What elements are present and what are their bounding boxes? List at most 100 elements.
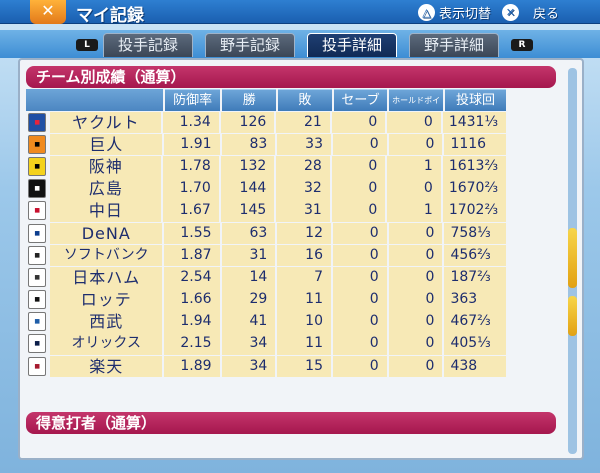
back-hint[interactable]: ✕ 戻る <box>502 3 560 22</box>
tab-fielding-detail[interactable]: 野手詳細 <box>409 33 499 57</box>
section-header-team-stats: チーム別成績（通算） <box>26 66 556 88</box>
section-header-favorite-batters[interactable]: 得意打者（通算） <box>26 412 556 434</box>
cell-hold-points: 0 <box>388 311 443 333</box>
cell-wins: 14 <box>221 266 276 289</box>
team-logo-icon: ■ <box>28 179 47 199</box>
tab-pitching-detail[interactable]: 投手詳細 <box>307 33 397 57</box>
table-row: ■ ソフトバンク 1.87 31 16 0 0 456⅔ <box>26 244 508 267</box>
cell-losses: 15 <box>277 355 331 378</box>
column-header-saves: セーブ <box>333 89 388 111</box>
table-row: ■ ロッテ 1.66 29 11 0 0 363 <box>26 289 508 311</box>
cell-losses: 28 <box>276 155 330 178</box>
toggle-display-hint[interactable]: △ 表示切替 <box>418 3 492 22</box>
cell-losses: 7 <box>277 266 331 289</box>
cell-innings: 467⅔ <box>444 311 506 333</box>
team-name: 広島 <box>50 178 162 200</box>
team-name: 巨人 <box>50 133 163 156</box>
team-logo-icon: ■ <box>28 201 47 221</box>
tools-icon: ✕ <box>30 0 66 24</box>
team-logo-icon: ■ <box>28 112 47 132</box>
team-logo-icon: ■ <box>28 156 47 176</box>
cell-wins: 34 <box>221 333 276 356</box>
cell-saves: 0 <box>333 355 387 378</box>
cell-innings: 1116 <box>444 133 506 156</box>
cell-hold-points: 0 <box>388 222 443 245</box>
cell-era: 1.34 <box>163 111 219 134</box>
team-name: DeNA <box>50 222 163 245</box>
cell-hold-points: 0 <box>388 289 443 311</box>
team-name: 日本ハム <box>50 266 163 289</box>
cell-era: 1.55 <box>164 222 220 245</box>
tab-bar: L 投手記録 野手記録 投手詳細 野手詳細 R <box>0 30 600 58</box>
table-body: ■ ヤクルト 1.34 126 21 0 0 1431⅓ ■ 巨人 1.91 83 33 0 0 1116 ■ 阪… <box>26 111 508 378</box>
cell-saves: 0 <box>333 266 387 289</box>
r-shoulder-icon[interactable]: R <box>511 39 533 51</box>
table-row: ■ 広島 1.70 144 32 0 0 1670⅔ <box>26 178 508 200</box>
cell-wins: 63 <box>221 222 276 245</box>
team-logo-icon: ■ <box>28 223 47 243</box>
toggle-display-label: 表示切替 <box>439 6 492 22</box>
cell-hold-points: 0 <box>388 355 443 378</box>
cell-innings: 363 <box>444 289 506 311</box>
cell-era: 1.67 <box>163 200 219 222</box>
cell-hold-points: 0 <box>388 333 443 356</box>
cell-innings: 438 <box>444 355 506 378</box>
column-header-era: 防御率 <box>164 89 221 111</box>
table-row: ■ 巨人 1.91 83 33 0 0 1116 <box>26 133 508 156</box>
team-logo-icon: ■ <box>28 312 47 332</box>
cell-hold-points: 0 <box>387 111 441 134</box>
cell-innings: 187⅔ <box>444 266 506 289</box>
scrollbar-thumb-secondary[interactable] <box>568 296 577 336</box>
table-row: ■ 楽天 1.89 34 15 0 0 438 <box>26 355 508 378</box>
team-name: ソフトバンク <box>50 244 163 267</box>
team-name: 阪神 <box>50 155 162 178</box>
cell-era: 1.91 <box>164 133 220 156</box>
cell-era: 2.54 <box>164 266 220 289</box>
table-row: ■ 阪神 1.78 132 28 0 1 1613⅔ <box>26 155 508 178</box>
cell-saves: 0 <box>331 111 386 134</box>
page-title: マイ記録 <box>76 6 144 26</box>
table-row: ■ 西武 1.94 41 10 0 0 467⅔ <box>26 311 508 333</box>
cell-losses: 16 <box>277 244 331 267</box>
cell-wins: 83 <box>221 133 276 156</box>
team-logo-icon: ■ <box>28 334 47 354</box>
cell-hold-points: 0 <box>388 133 443 156</box>
cell-saves: 0 <box>333 244 387 267</box>
cell-losses: 10 <box>277 311 331 333</box>
team-name: ロッテ <box>50 289 163 311</box>
team-name: ヤクルト <box>50 111 162 134</box>
cell-wins: 31 <box>221 244 276 267</box>
stats-panel: チーム別成績（通算） 防御率 勝 敗 セーブ ホールドポイント 投球回 ■ヤクル… <box>18 58 584 460</box>
tab-fielding-record[interactable]: 野手記録 <box>205 33 295 57</box>
table-row: ■ ヤクルト 1.34 126 21 0 0 1431⅓ <box>26 111 508 134</box>
team-logo-icon: ■ <box>28 134 47 154</box>
cell-hold-points: 1 <box>387 200 441 222</box>
scrollbar[interactable] <box>568 68 577 454</box>
cross-button-icon: ✕ <box>502 3 519 21</box>
l-shoulder-icon[interactable]: L <box>76 39 98 51</box>
cell-era: 1.94 <box>164 311 220 333</box>
column-header-wins: 勝 <box>222 89 277 111</box>
cell-era: 1.66 <box>164 289 220 311</box>
cell-losses: 33 <box>277 133 331 156</box>
cell-wins: 132 <box>220 155 275 178</box>
cell-losses: 12 <box>277 222 331 245</box>
cell-losses: 21 <box>276 111 330 134</box>
cell-wins: 34 <box>221 355 276 378</box>
table-header-row: 防御率 勝 敗 セーブ ホールドポイント 投球回 <box>26 89 508 127</box>
table-row: ■ オリックス 2.15 34 11 0 0 405⅓ <box>26 333 508 356</box>
cell-saves: 0 <box>331 200 386 222</box>
cell-hold-points: 0 <box>388 266 443 289</box>
back-label: 戻る <box>533 6 560 22</box>
team-logo-icon: ■ <box>28 290 47 310</box>
team-name: 西武 <box>50 311 163 333</box>
scrollbar-thumb[interactable] <box>568 228 577 288</box>
cell-innings: 1702⅔ <box>442 200 507 222</box>
cell-wins: 29 <box>221 289 276 311</box>
header-bar: ✕ マイ記録 △ 表示切替 ✕ 戻る <box>0 0 600 26</box>
cell-saves: 0 <box>331 178 386 200</box>
column-header-hold-points: ホールドポイント <box>389 89 443 127</box>
cell-saves: 0 <box>333 222 387 245</box>
header-corner <box>26 89 163 111</box>
tab-pitching-record[interactable]: 投手記録 <box>103 33 193 57</box>
